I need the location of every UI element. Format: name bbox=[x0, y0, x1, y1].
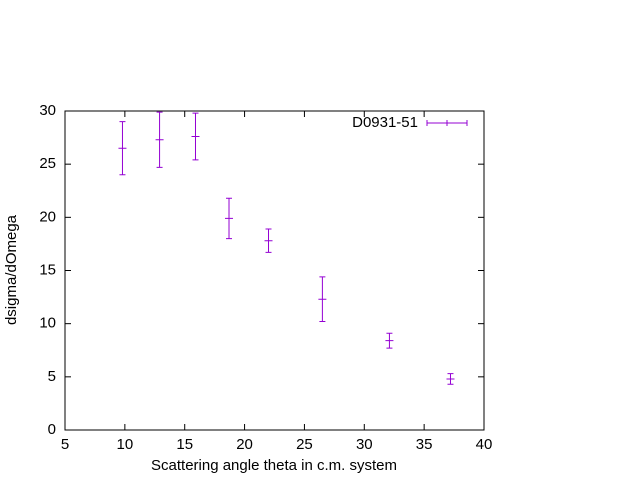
error-bar bbox=[118, 121, 127, 176]
x-tick-label: 35 bbox=[416, 436, 433, 453]
x-tick-label: 20 bbox=[236, 436, 253, 453]
y-tick-label: 20 bbox=[39, 208, 56, 225]
y-axis-label: dsigma/dOmega bbox=[3, 214, 20, 325]
error-bar bbox=[155, 111, 164, 168]
x-axis-label: Scattering angle theta in c.m. system bbox=[151, 457, 397, 474]
error-bar bbox=[264, 228, 273, 253]
y-tick-label: 0 bbox=[48, 421, 56, 438]
error-bar bbox=[318, 276, 327, 323]
error-bar bbox=[446, 373, 455, 385]
legend-label: D0931-51 bbox=[352, 114, 418, 131]
x-tick-label: 25 bbox=[296, 436, 313, 453]
x-tick-label: 30 bbox=[356, 436, 373, 453]
error-bar bbox=[191, 112, 200, 161]
y-tick-label: 10 bbox=[39, 315, 56, 332]
error-bar bbox=[385, 332, 394, 349]
x-tick-label: 5 bbox=[61, 436, 69, 453]
y-tick-label: 5 bbox=[48, 368, 56, 385]
error-bar bbox=[225, 197, 234, 240]
legend-swatch bbox=[426, 120, 468, 126]
plot-frame bbox=[64, 110, 485, 431]
x-tick-label: 10 bbox=[117, 436, 134, 453]
x-tick-label: 40 bbox=[476, 436, 493, 453]
y-tick-label: 30 bbox=[39, 102, 56, 119]
y-tick-label: 15 bbox=[39, 261, 56, 278]
x-tick-label: 15 bbox=[176, 436, 193, 453]
y-tick-label: 25 bbox=[39, 155, 56, 172]
